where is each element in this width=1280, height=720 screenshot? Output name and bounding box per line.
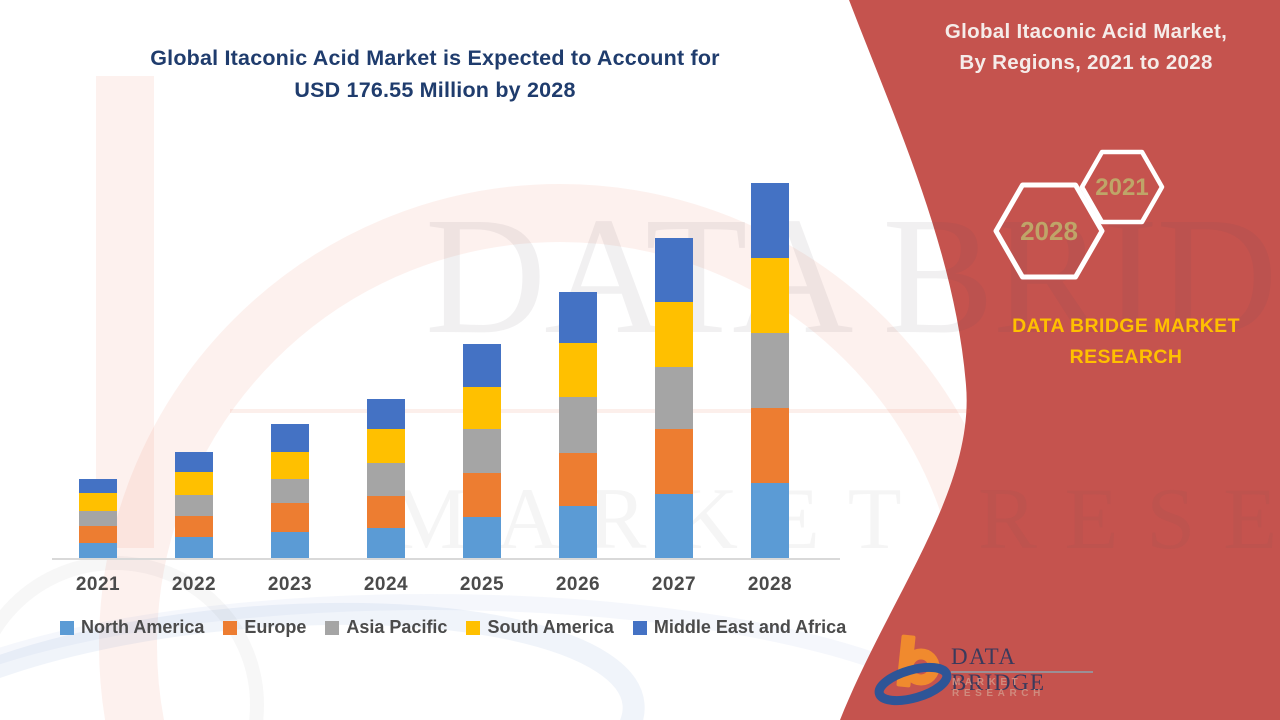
legend-swatch-icon [632, 620, 647, 635]
segment-north-america-2022 [175, 537, 213, 559]
segment-europe-2024 [367, 496, 405, 528]
panel-title-line1: Global Itaconic Acid Market, [944, 20, 1228, 43]
segment-middle-east-and-africa-2026 [559, 292, 597, 343]
legend-swatch-icon [60, 620, 74, 635]
chart-legend: North America Europe Asia Pacific South Ame… [60, 617, 846, 638]
legend-item-europe: Europe [223, 617, 306, 638]
segment-europe-2028 [751, 408, 789, 483]
segment-asia-pacific-2025 [463, 429, 501, 473]
segment-middle-east-and-africa-2024 [367, 399, 405, 429]
panel-brand-text: DATA BRIDGE MARKET RESEARCH [1012, 315, 1240, 368]
segment-asia-pacific-2026 [559, 397, 597, 453]
segment-asia-pacific-2028 [751, 333, 789, 408]
panel-title-line2: By Regions, 2021 to 2028 [959, 51, 1213, 74]
segment-europe-2027 [655, 429, 693, 494]
segment-europe-2021 [79, 526, 117, 543]
legend-item-south-america: South America [466, 617, 614, 638]
segment-asia-pacific-2023 [271, 479, 309, 503]
logo-divider [951, 671, 1093, 673]
segment-south-america-2026 [559, 343, 597, 397]
legend-label: Middle East and Africa [653, 617, 847, 637]
segment-north-america-2025 [463, 517, 501, 559]
segment-middle-east-and-africa-2021 [79, 479, 117, 493]
segment-middle-east-and-africa-2027 [655, 238, 693, 302]
segment-asia-pacific-2024 [367, 463, 405, 496]
logo-tagline-text: MARKET RESEARCH [952, 677, 1045, 699]
legend-label: Europe [244, 617, 307, 637]
segment-south-america-2028 [751, 258, 789, 333]
legend-swatch-icon [325, 620, 340, 635]
segment-south-america-2027 [655, 302, 693, 367]
legend-label: North America [81, 617, 205, 637]
segment-south-america-2023 [271, 452, 309, 479]
segment-middle-east-and-africa-2022 [175, 452, 213, 472]
bar-2023 [271, 424, 309, 559]
x-axis-label-2025: 2025 [459, 574, 505, 595]
bar-2026 [559, 292, 597, 559]
segment-south-america-2021 [79, 493, 117, 511]
legend-swatch-icon [223, 620, 238, 635]
x-axis-label-2026: 2026 [555, 574, 601, 595]
x-axis-line [52, 558, 840, 560]
segment-north-america-2024 [367, 528, 405, 559]
segment-europe-2022 [175, 516, 213, 537]
bar-2027 [655, 238, 693, 559]
bar-2022 [175, 452, 213, 559]
bar-2021 [79, 479, 117, 559]
bar-2024 [367, 399, 405, 559]
chart-title-line2: USD 176.55 Million by 2028 [294, 78, 576, 102]
x-axis-label-2024: 2024 [363, 574, 409, 595]
legend-label: South America [487, 617, 614, 637]
legend-item-middle-east-and-africa: Middle East and Africa [632, 617, 847, 638]
panel-title: Global Itaconic Acid Market, By Regions,… [918, 16, 1254, 78]
x-axis-label-2028: 2028 [747, 574, 793, 595]
x-axis-label-2023: 2023 [267, 574, 313, 595]
segment-europe-2023 [271, 503, 309, 532]
segment-north-america-2023 [271, 532, 309, 559]
chart-title-line1: Global Itaconic Acid Market is Expected … [150, 46, 720, 70]
segment-north-america-2026 [559, 506, 597, 559]
legend-swatch-icon [466, 620, 481, 635]
segment-asia-pacific-2022 [175, 495, 213, 516]
segment-north-america-2027 [655, 494, 693, 559]
chart-title: Global Itaconic Acid Market is Expected … [90, 42, 780, 106]
segment-asia-pacific-2021 [79, 511, 117, 526]
legend-item-north-america: North America [60, 617, 204, 638]
segment-south-america-2025 [463, 387, 501, 429]
legend-label: Asia Pacific [346, 617, 448, 637]
segment-south-america-2022 [175, 472, 213, 495]
segment-europe-2026 [559, 453, 597, 506]
segment-north-america-2028 [751, 483, 789, 559]
segment-asia-pacific-2027 [655, 367, 693, 429]
x-axis-label-2027: 2027 [651, 574, 697, 595]
segment-middle-east-and-africa-2025 [463, 344, 501, 387]
bar-2028 [751, 183, 789, 559]
legend-item-asia-pacific: Asia Pacific [325, 617, 447, 638]
segment-middle-east-and-africa-2023 [271, 424, 309, 452]
x-axis-label-2022: 2022 [171, 574, 217, 595]
x-axis-label-2021: 2021 [75, 574, 121, 595]
segment-europe-2025 [463, 473, 501, 517]
segment-middle-east-and-africa-2028 [751, 183, 789, 258]
logo-name-text: DATA BRIDGE [951, 644, 1046, 695]
bar-2025 [463, 344, 501, 559]
segment-south-america-2024 [367, 429, 405, 463]
segment-north-america-2021 [79, 543, 117, 559]
